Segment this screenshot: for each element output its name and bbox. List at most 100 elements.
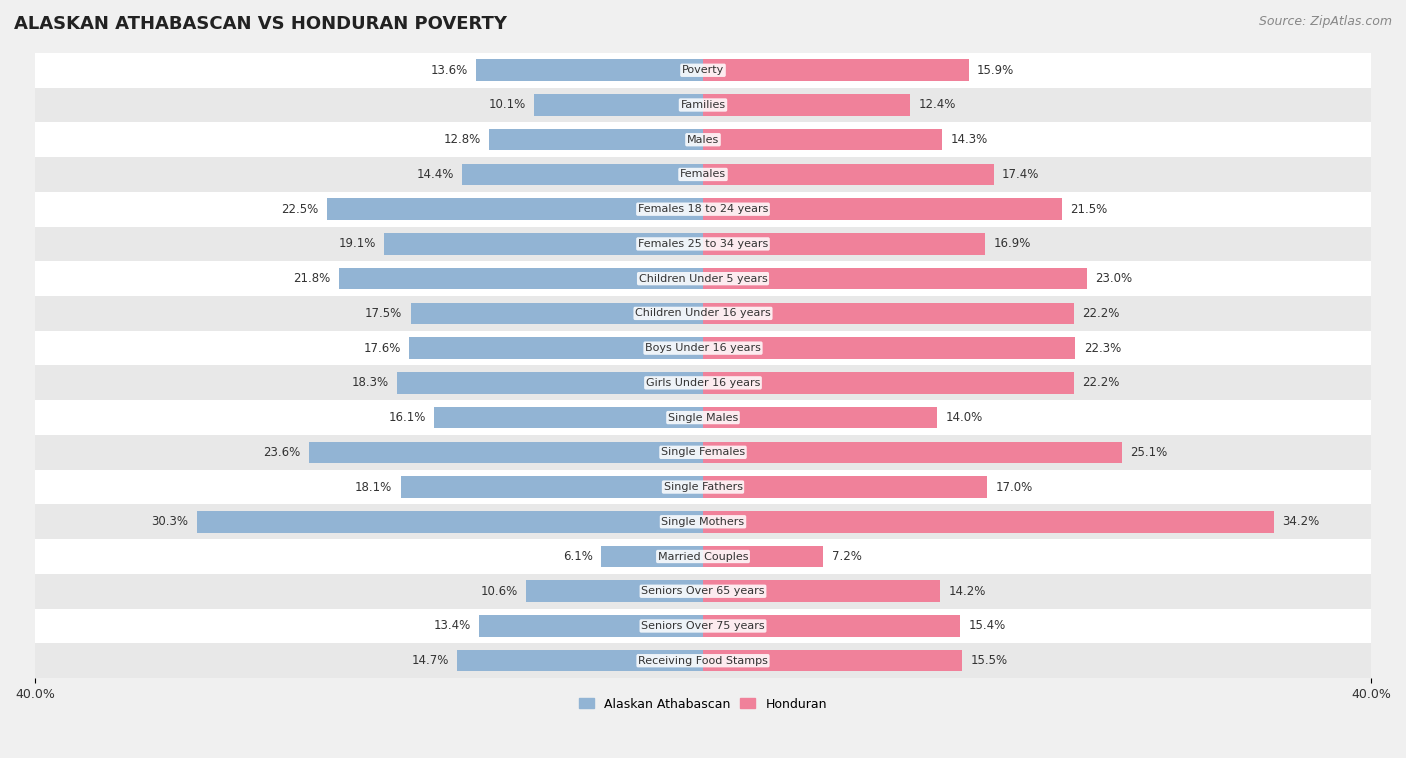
Text: Girls Under 16 years: Girls Under 16 years (645, 377, 761, 388)
Bar (35, 227, 1371, 262)
Bar (703, 615, 960, 637)
Text: 25.1%: 25.1% (1130, 446, 1168, 459)
Bar (703, 94, 910, 116)
Bar (35, 609, 1371, 644)
Text: 23.0%: 23.0% (1095, 272, 1133, 285)
Bar (398, 372, 703, 393)
Text: 16.1%: 16.1% (388, 411, 426, 424)
Bar (479, 615, 703, 637)
Bar (35, 157, 1371, 192)
Text: 17.0%: 17.0% (995, 481, 1032, 493)
Bar (703, 407, 936, 428)
Bar (35, 192, 1371, 227)
Text: 12.8%: 12.8% (444, 133, 481, 146)
Bar (703, 59, 969, 81)
Bar (703, 164, 994, 185)
Bar (309, 442, 703, 463)
Bar (197, 511, 703, 533)
Text: 18.3%: 18.3% (352, 377, 389, 390)
Bar (703, 129, 942, 151)
Bar (35, 330, 1371, 365)
Bar (526, 581, 703, 602)
Text: 10.6%: 10.6% (481, 584, 517, 598)
Text: 17.6%: 17.6% (363, 342, 401, 355)
Text: 6.1%: 6.1% (562, 550, 593, 563)
Text: 14.0%: 14.0% (945, 411, 983, 424)
Bar (703, 337, 1076, 359)
Text: 17.4%: 17.4% (1002, 168, 1039, 181)
Text: 22.3%: 22.3% (1084, 342, 1121, 355)
Text: Receiving Food Stamps: Receiving Food Stamps (638, 656, 768, 666)
Bar (475, 59, 703, 81)
Bar (409, 337, 703, 359)
Text: 14.3%: 14.3% (950, 133, 987, 146)
Bar (35, 365, 1371, 400)
Text: Single Mothers: Single Mothers (661, 517, 745, 527)
Text: Families: Families (681, 100, 725, 110)
Text: 17.5%: 17.5% (366, 307, 402, 320)
Bar (703, 442, 1122, 463)
Bar (35, 504, 1371, 539)
Text: 19.1%: 19.1% (339, 237, 375, 250)
Text: 22.5%: 22.5% (281, 202, 319, 216)
Bar (35, 262, 1371, 296)
Text: 30.3%: 30.3% (152, 515, 188, 528)
Text: 15.4%: 15.4% (969, 619, 1005, 632)
Text: Boys Under 16 years: Boys Under 16 years (645, 343, 761, 353)
Text: 14.2%: 14.2% (949, 584, 986, 598)
Text: 21.5%: 21.5% (1070, 202, 1108, 216)
Bar (703, 476, 987, 498)
Text: 13.6%: 13.6% (430, 64, 468, 77)
Text: 22.2%: 22.2% (1083, 377, 1119, 390)
Text: 13.4%: 13.4% (433, 619, 471, 632)
Text: Single Fathers: Single Fathers (664, 482, 742, 492)
Text: 14.4%: 14.4% (416, 168, 454, 181)
Bar (703, 233, 986, 255)
Text: 18.1%: 18.1% (356, 481, 392, 493)
Text: Females 25 to 34 years: Females 25 to 34 years (638, 239, 768, 249)
Bar (35, 296, 1371, 330)
Text: 21.8%: 21.8% (294, 272, 330, 285)
Text: 15.9%: 15.9% (977, 64, 1014, 77)
Bar (703, 581, 941, 602)
Text: Single Females: Single Females (661, 447, 745, 457)
Text: 23.6%: 23.6% (263, 446, 301, 459)
Text: 16.9%: 16.9% (994, 237, 1031, 250)
Legend: Alaskan Athabascan, Honduran: Alaskan Athabascan, Honduran (574, 693, 832, 716)
Bar (703, 302, 1074, 324)
Text: Children Under 5 years: Children Under 5 years (638, 274, 768, 283)
Bar (703, 511, 1274, 533)
Text: Females: Females (681, 170, 725, 180)
Bar (703, 546, 824, 567)
Text: Source: ZipAtlas.com: Source: ZipAtlas.com (1258, 15, 1392, 28)
Bar (463, 164, 703, 185)
Text: 7.2%: 7.2% (831, 550, 862, 563)
Text: Children Under 16 years: Children Under 16 years (636, 309, 770, 318)
Text: ALASKAN ATHABASCAN VS HONDURAN POVERTY: ALASKAN ATHABASCAN VS HONDURAN POVERTY (14, 15, 508, 33)
Text: 22.2%: 22.2% (1083, 307, 1119, 320)
Text: Seniors Over 75 years: Seniors Over 75 years (641, 621, 765, 631)
Bar (434, 407, 703, 428)
Bar (534, 94, 703, 116)
Text: 34.2%: 34.2% (1282, 515, 1320, 528)
Bar (35, 435, 1371, 470)
Bar (703, 199, 1062, 220)
Text: 12.4%: 12.4% (918, 99, 956, 111)
Text: Seniors Over 65 years: Seniors Over 65 years (641, 586, 765, 597)
Bar (489, 129, 703, 151)
Bar (401, 476, 703, 498)
Bar (35, 53, 1371, 88)
Text: Single Males: Single Males (668, 412, 738, 422)
Bar (35, 88, 1371, 122)
Text: 10.1%: 10.1% (489, 99, 526, 111)
Bar (411, 302, 703, 324)
Text: Married Couples: Married Couples (658, 552, 748, 562)
Bar (35, 122, 1371, 157)
Bar (703, 268, 1087, 290)
Bar (328, 199, 703, 220)
Bar (384, 233, 703, 255)
Text: 14.7%: 14.7% (412, 654, 449, 667)
Bar (602, 546, 703, 567)
Bar (35, 470, 1371, 504)
Bar (35, 644, 1371, 678)
